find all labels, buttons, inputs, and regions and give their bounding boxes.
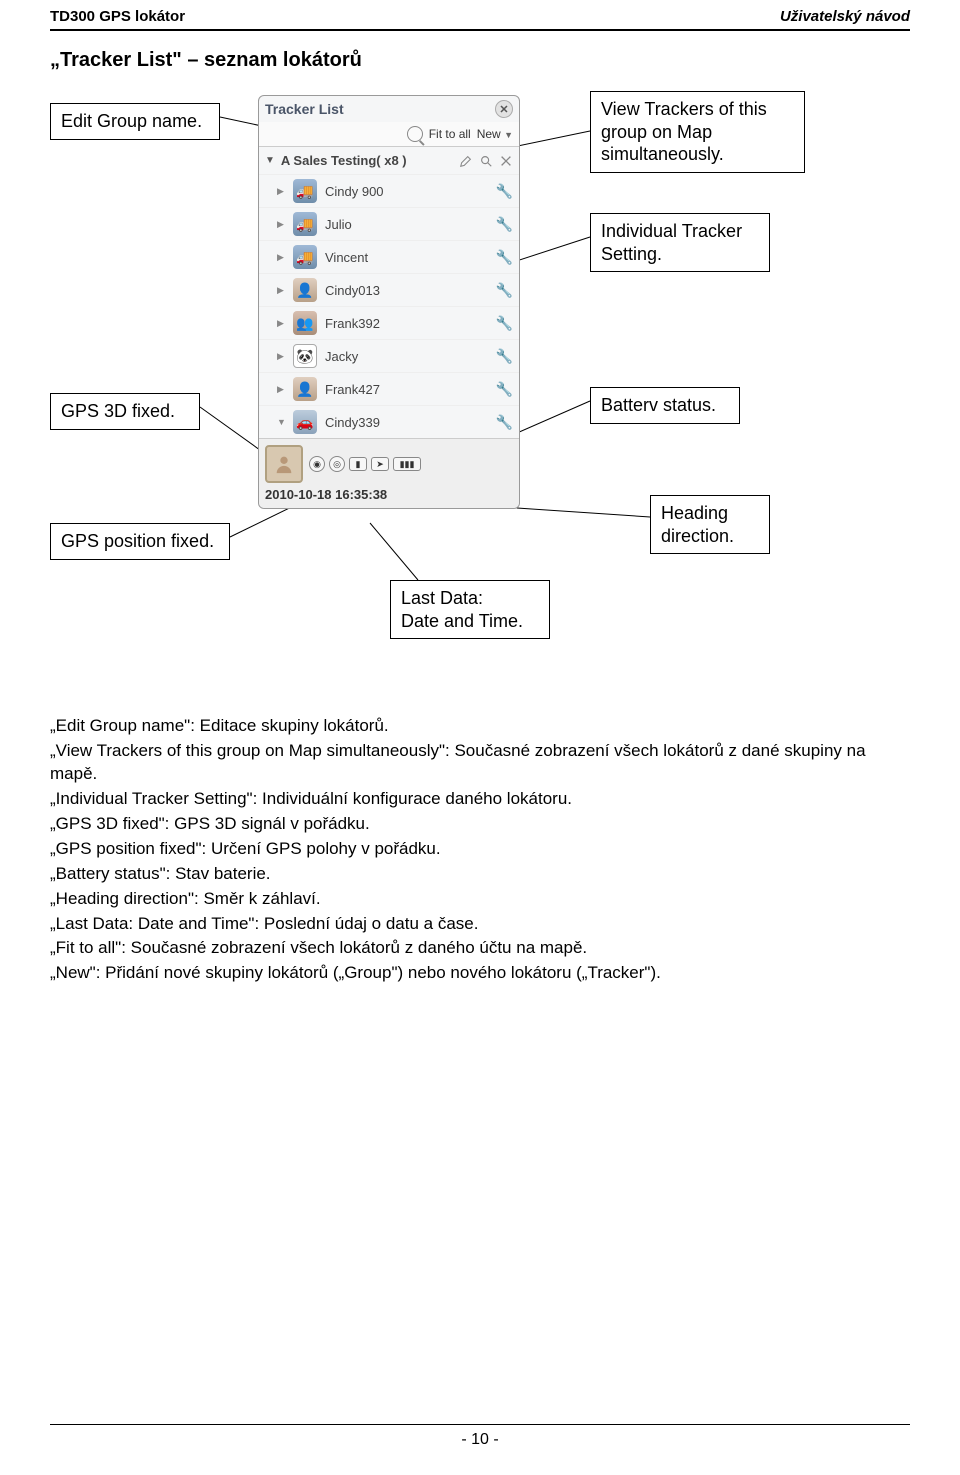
tracker-row[interactable]: ▶ 🚚 Cindy 900 🔧 [259,174,519,207]
pencil-icon[interactable] [459,154,473,168]
product-code: TD300 [50,8,95,25]
tracker-row[interactable]: ▶ 👤 Frank427 🔧 [259,372,519,405]
avatar-icon: 👤 [293,377,317,401]
group-row[interactable]: ▼ A Sales Testing( x8 ) [259,147,519,174]
expand-icon[interactable]: ▶ [277,318,285,329]
body-line: „View Trackers of this group on Map simu… [50,740,910,786]
wrench-icon[interactable]: 🔧 [496,381,513,398]
callout-gps-pos: GPS position fixed. [50,523,230,560]
body-line: „Individual Tracker Setting": Individuál… [50,788,910,811]
expand-icon[interactable]: ▶ [277,351,285,362]
body-line: „Edit Group name": Editace skupiny lokát… [50,715,910,738]
expand-icon[interactable]: ▶ [277,186,285,197]
header-right: Uživatelský návod [780,8,910,25]
tracker-row[interactable]: ▼ 🚗 Cindy339 🔧 [259,405,519,438]
battery-icon: ▮▮▮ [393,457,421,471]
expand-icon[interactable]: ▶ [277,285,285,296]
collapse-icon[interactable]: ▼ [265,155,275,166]
body-line: „GPS 3D fixed": GPS 3D signál v pořádku. [50,813,910,836]
tracker-row[interactable]: ▶ 🚚 Vincent 🔧 [259,240,519,273]
page-number: - 10 - [0,1431,960,1449]
body-text: „Edit Group name": Editace skupiny lokát… [50,715,910,987]
status-icons: ◉ ◎ ▮ ➤ ▮▮▮ [309,456,421,472]
callout-heading: Heading direction. [650,495,770,554]
header-left: TD300 GPS lokátor [50,8,185,25]
tracker-list-panel: Tracker List ✕ Fit to all New ▼ ▼ A Sale… [258,95,520,509]
wrench-icon[interactable]: 🔧 [496,414,513,431]
heading-icon: ➤ [371,457,389,471]
body-line: „Fit to all": Současné zobrazení všech l… [50,937,910,960]
tracker-name: Cindy339 [325,415,488,430]
product-name: GPS lokátor [95,8,185,25]
body-line: „Last Data: Date and Time": Poslední úda… [50,913,910,936]
search-icon[interactable] [407,126,423,142]
tracker-name: Julio [325,217,488,232]
status-avatar-icon [265,445,303,483]
body-line: „Heading direction": Směr k záhlaví. [50,888,910,911]
tracker-row[interactable]: ▶ 👤 Cindy013 🔧 [259,273,519,306]
group-label: A Sales Testing( x8 ) [281,153,453,168]
delete-icon[interactable] [499,154,513,168]
tracker-row[interactable]: ▶ 🚚 Julio 🔧 [259,207,519,240]
wrench-icon[interactable]: 🔧 [496,315,513,332]
body-line: „GPS position fixed": Určení GPS polohy … [50,838,910,861]
expand-icon[interactable]: ▶ [277,219,285,230]
expand-icon[interactable]: ▶ [277,384,285,395]
avatar-icon: 🚗 [293,410,317,434]
wrench-icon[interactable]: 🔧 [496,249,513,266]
callout-gps-3d: GPS 3D fixed. [50,393,200,430]
gps-fix-icon: ◎ [329,456,345,472]
section-title: „Tracker List" – seznam lokátorů [50,49,960,72]
avatar-icon: 🚚 [293,245,317,269]
callout-last-data: Last Data: Date and Time. [390,580,550,639]
magnifier-icon[interactable] [479,154,493,168]
callout-view-trackers: View Trackers of this group on Map simul… [590,91,805,173]
tracker-name: Frank427 [325,382,488,397]
tracker-name: Jacky [325,349,488,364]
body-line: „Battery status": Stav baterie. [50,863,910,886]
wrench-icon[interactable]: 🔧 [496,183,513,200]
expand-icon[interactable]: ▼ [277,417,285,427]
callout-edit-group: Edit Group name. [50,103,220,140]
expand-icon[interactable]: ▶ [277,252,285,263]
wrench-icon[interactable]: 🔧 [496,348,513,365]
panel-toolbar: Fit to all New ▼ [259,122,519,147]
tracker-name: Vincent [325,250,488,265]
avatar-icon: 👤 [293,278,317,302]
signal-icon: ▮ [349,457,367,471]
gps-3d-icon: ◉ [309,456,325,472]
tracker-name: Cindy013 [325,283,488,298]
callout-ind-tracker: Individual Tracker Setting. [590,213,770,272]
panel-titlebar: Tracker List ✕ [259,96,519,122]
avatar-icon: 🚚 [293,212,317,236]
status-bar: ◉ ◎ ▮ ➤ ▮▮▮ 2010-10-18 16:35:38 [259,438,519,508]
header-rule [50,29,910,31]
tracker-name: Cindy 900 [325,184,488,199]
panel-title-text: Tracker List [265,101,344,117]
body-line: „New": Přidání nové skupiny lokátorů („G… [50,962,910,985]
tracker-row[interactable]: ▶ 👥 Frank392 🔧 [259,306,519,339]
avatar-icon: 🚚 [293,179,317,203]
tracker-name: Frank392 [325,316,488,331]
callout-battery: Batterv status. [590,387,740,424]
annotated-diagram: Edit Group name. GPS 3D fixed. GPS posit… [50,85,910,665]
chevron-down-icon: ▼ [504,130,513,140]
wrench-icon[interactable]: 🔧 [496,282,513,299]
status-timestamp: 2010-10-18 16:35:38 [265,487,513,502]
new-button[interactable]: New ▼ [477,127,513,141]
close-icon[interactable]: ✕ [495,100,513,118]
avatar-icon: 👥 [293,311,317,335]
fit-to-all-button[interactable]: Fit to all [429,127,471,141]
wrench-icon[interactable]: 🔧 [496,216,513,233]
avatar-icon: 🐼 [293,344,317,368]
page-header: TD300 GPS lokátor Uživatelský návod [0,0,960,27]
tracker-row[interactable]: ▶ 🐼 Jacky 🔧 [259,339,519,372]
footer-rule [50,1424,910,1425]
